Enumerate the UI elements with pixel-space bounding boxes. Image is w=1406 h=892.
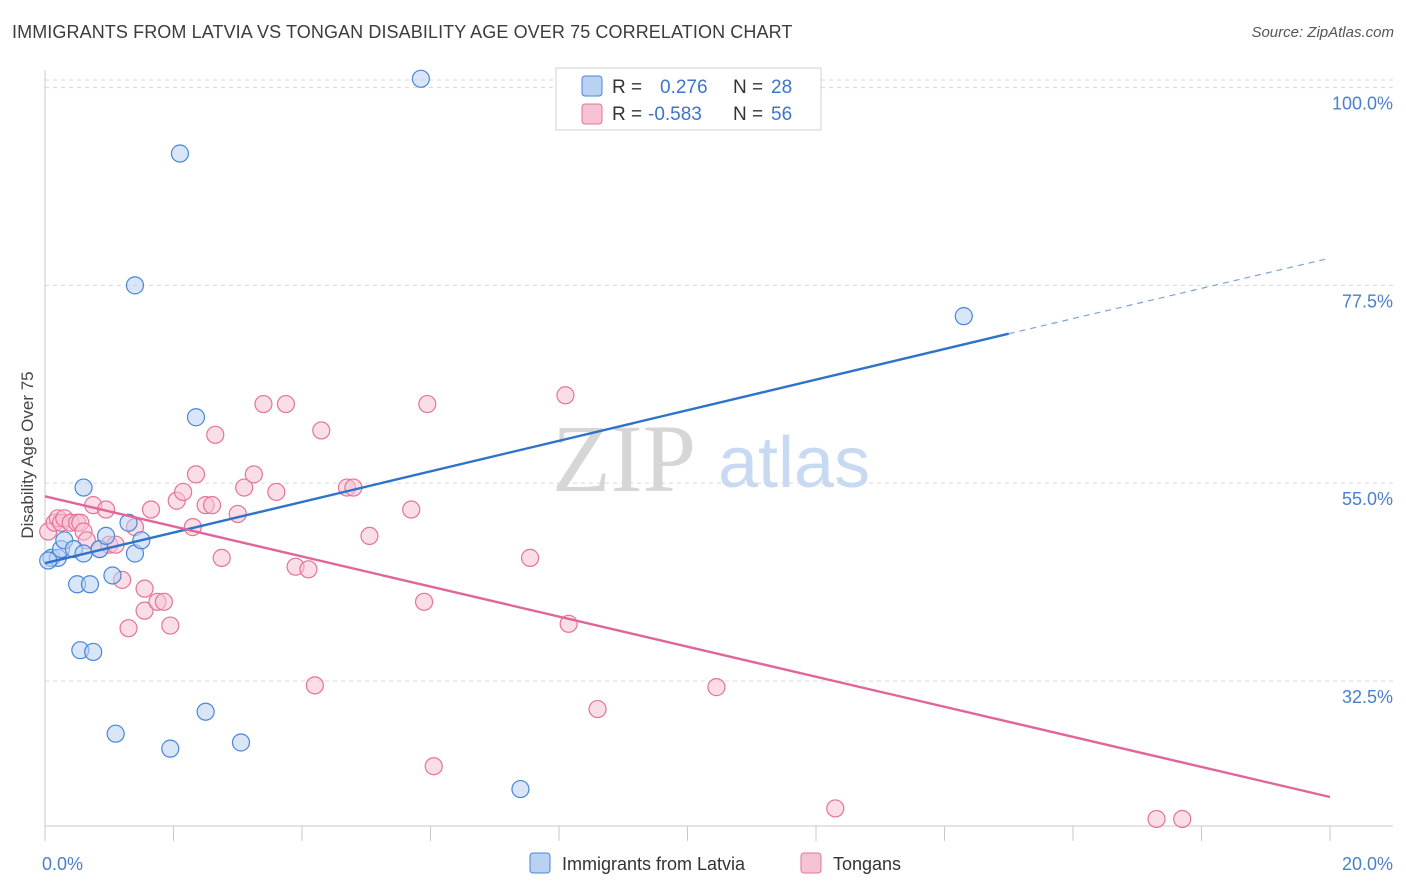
watermark-zip: ZIP [552, 405, 696, 512]
legend-n-label: N = [733, 77, 763, 98]
tongans-point [174, 482, 193, 502]
latvia-point [161, 739, 180, 758]
series-tongans [39, 386, 1192, 829]
bottom-legend: Immigrants from Latvia Tongans [529, 852, 901, 874]
tongans-point [276, 394, 296, 414]
tongans-point [414, 592, 434, 611]
legend-n-label: N = [733, 104, 763, 125]
legend-n-value: 28 [771, 77, 792, 98]
y-tick-label: 32.5% [1342, 687, 1393, 707]
bottom-legend-label-latvia: Immigrants from Latvia [562, 854, 746, 874]
tongans-point [267, 482, 286, 502]
latvia-point [119, 513, 138, 532]
latvia-trend-extension [1008, 257, 1331, 335]
tongans-point [135, 601, 154, 620]
y-axis-title: Disability Age Over 75 [18, 371, 37, 538]
tongans-point [119, 619, 138, 638]
x-tick-label: 20.0% [1342, 854, 1393, 874]
tongans-point [424, 757, 443, 776]
series-immigrants-from-latvia [39, 69, 973, 799]
watermark-atlas: atlas [718, 423, 870, 503]
chart-title: IMMIGRANTS FROM LATVIA VS TONGAN DISABIL… [12, 22, 793, 42]
y-tick-label: 77.5% [1342, 291, 1393, 311]
tongans-point [418, 394, 437, 414]
bottom-legend-swatch-latvia [529, 852, 551, 874]
latvia-point [954, 307, 973, 326]
legend-r-label: R = [612, 77, 642, 98]
y-tick-label: 55.0% [1342, 489, 1393, 509]
legend-box: R = 0.276 N = 28 R = -0.583 N = 56 [555, 67, 822, 131]
tongans-point [206, 425, 225, 444]
tongans-point [826, 799, 845, 818]
legend-swatch-tongans [581, 103, 603, 125]
legend-r-value: -0.583 [648, 104, 702, 125]
tongans-point [244, 465, 263, 484]
tongans-point [212, 548, 231, 567]
y-tick-labels: 32.5% 55.0% 77.5% 100.0% [1332, 94, 1393, 707]
legend-n-value: 56 [771, 104, 792, 125]
latvia-point [106, 724, 125, 743]
gridlines [45, 79, 1393, 682]
trend-lines [44, 257, 1331, 799]
tongans-point [154, 592, 173, 611]
tongans-point [1173, 809, 1192, 829]
latvia-point [196, 702, 215, 721]
tongans-point [299, 560, 318, 579]
tongans-point [141, 500, 161, 519]
tongans-point [556, 386, 575, 405]
source-credit: Source: ZipAtlas.com [1251, 24, 1394, 41]
tongans-point [235, 478, 254, 497]
watermark: ZIP atlas [552, 405, 870, 512]
tongans-point [312, 421, 331, 440]
tongans-point [202, 496, 222, 515]
latvia-point [84, 642, 103, 662]
bottom-legend-label-tongans: Tongans [833, 854, 901, 874]
tongans-point [520, 548, 540, 567]
bottom-legend-swatch-tongans [800, 852, 822, 874]
tongans-point [305, 676, 324, 695]
latvia-point [170, 144, 190, 163]
x-tick-label: 0.0% [42, 854, 83, 874]
latvia-point [231, 733, 251, 752]
legend-r-value: 0.276 [660, 77, 708, 98]
tongans-point [707, 678, 726, 697]
tongans-point [254, 394, 273, 414]
tongans-point [135, 579, 154, 598]
tongans-point [186, 465, 206, 484]
latvia-trend-line [44, 332, 1010, 565]
x-tick-labels: 0.0% 20.0% [42, 854, 1393, 874]
tongans-point [161, 616, 180, 635]
x-ticks [44, 826, 1331, 841]
latvia-point [186, 408, 206, 427]
tongans-point [1147, 809, 1166, 829]
tongans-point [402, 500, 421, 519]
tongans-trend-line [44, 495, 1331, 799]
latvia-point [80, 575, 100, 594]
latvia-point [96, 526, 116, 546]
latvia-point [125, 276, 145, 295]
latvia-point [411, 69, 430, 88]
y-tick-label: 100.0% [1332, 94, 1393, 114]
axes [44, 70, 1393, 827]
latvia-point [103, 566, 122, 585]
tongans-point [360, 526, 379, 546]
tongans-point [588, 699, 607, 719]
legend-r-label: R = [612, 104, 642, 125]
latvia-point [511, 779, 530, 799]
legend-swatch-latvia [581, 75, 603, 97]
latvia-point [74, 478, 93, 497]
